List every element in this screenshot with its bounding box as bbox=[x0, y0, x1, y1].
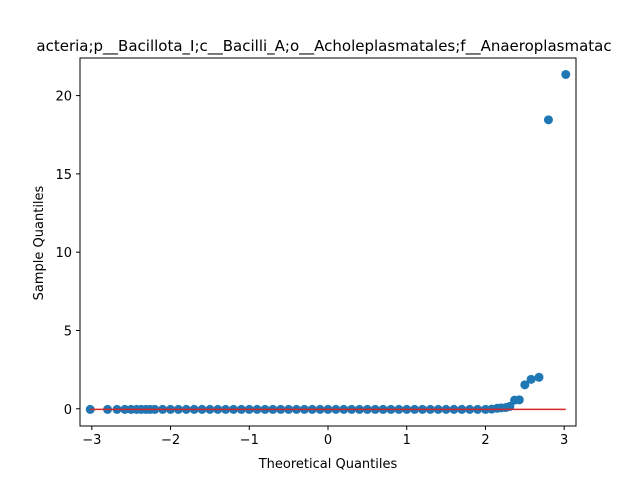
x-tick-label: −3 bbox=[82, 433, 101, 448]
y-tick-label: 10 bbox=[55, 246, 72, 261]
y-tick-label: 15 bbox=[55, 168, 72, 183]
y-tick-label: 5 bbox=[64, 324, 72, 339]
plot-area: −3 −2 −1 0 1 2 3 0 5 10 15 20 bbox=[55, 57, 577, 448]
x-tick-label: 0 bbox=[324, 433, 332, 448]
data-point bbox=[561, 69, 571, 79]
data-point bbox=[526, 374, 536, 384]
data-point bbox=[520, 380, 530, 390]
x-tick-label: −1 bbox=[240, 433, 259, 448]
x-tick-label: −2 bbox=[161, 433, 180, 448]
y-tick-label: 0 bbox=[64, 403, 72, 418]
y-tick-label: 20 bbox=[55, 90, 72, 105]
x-axis-label: Theoretical Quantiles bbox=[258, 457, 398, 472]
x-tick-label: 3 bbox=[560, 433, 568, 448]
x-tick-label: 2 bbox=[481, 433, 489, 448]
data-point bbox=[534, 372, 544, 382]
x-tick-label: 1 bbox=[403, 433, 411, 448]
data-point bbox=[514, 395, 524, 405]
data-point bbox=[543, 115, 553, 125]
chart-title: acteria;p__Bacillota_I;c__Bacilli_A;o__A… bbox=[36, 37, 611, 56]
y-axis-label: Sample Quantiles bbox=[32, 185, 47, 300]
